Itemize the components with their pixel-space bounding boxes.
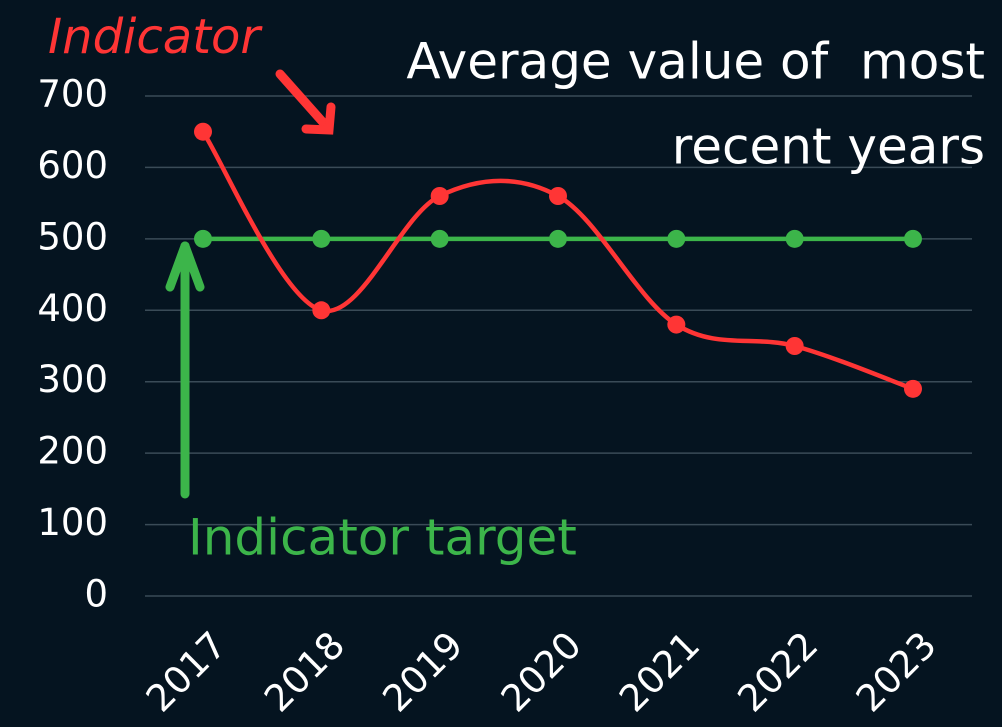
data-point — [312, 301, 331, 320]
data-point — [667, 315, 686, 334]
series-label: Indicator target — [188, 509, 577, 567]
series-label: Indicator — [48, 9, 263, 65]
data-point — [194, 122, 212, 141]
y-tick-label: 600 — [37, 144, 108, 187]
data-point — [312, 229, 331, 248]
data-point — [194, 229, 212, 248]
annotation: recent years — [672, 118, 985, 176]
y-tick-label: 300 — [37, 358, 108, 401]
y-tick-label: 200 — [37, 430, 108, 473]
data-point — [904, 229, 922, 248]
y-tick-label: 100 — [37, 501, 108, 544]
arrow — [275, 69, 336, 135]
y-tick-label: 0 — [84, 573, 108, 616]
data-point — [785, 229, 804, 248]
arrow — [165, 241, 205, 499]
data-point — [549, 229, 567, 248]
data-point — [667, 229, 686, 248]
data-point — [904, 379, 922, 398]
plot — [194, 122, 922, 398]
y-tick-label: 700 — [37, 73, 108, 116]
annotation: Average value of most — [406, 33, 985, 91]
data-point — [549, 187, 567, 205]
data-point — [430, 229, 449, 248]
data-point — [430, 187, 449, 205]
data-point — [785, 337, 804, 355]
y-tick-label: 400 — [37, 287, 108, 330]
y-tick-label: 500 — [37, 215, 108, 258]
